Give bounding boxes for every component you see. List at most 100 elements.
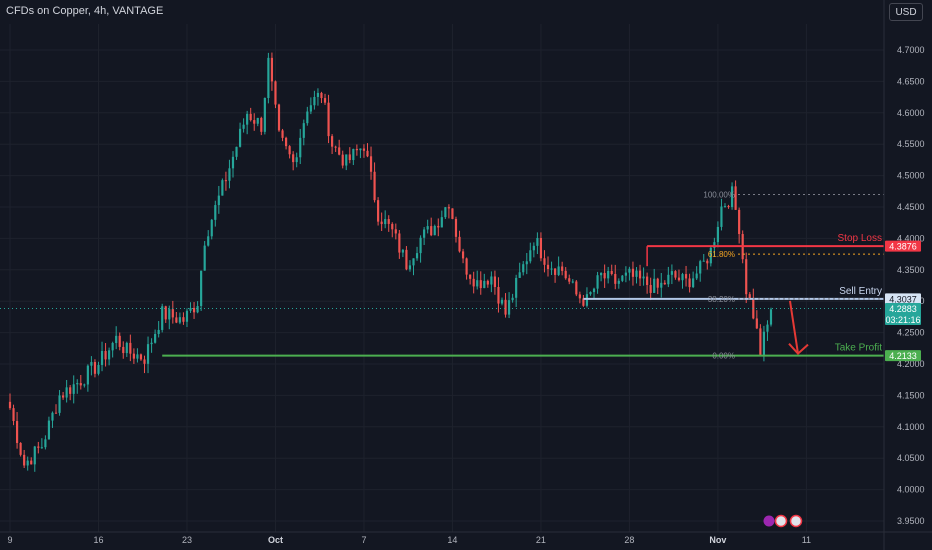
candle-body — [762, 331, 766, 355]
candle-body — [83, 384, 86, 386]
lightning-event-icon — [763, 515, 775, 527]
candle-body — [755, 318, 758, 329]
fib-label: 100.00% — [703, 190, 735, 199]
candle-body — [270, 57, 274, 82]
candle-body — [738, 209, 741, 235]
candle-body — [585, 294, 589, 306]
candle-body — [79, 383, 82, 386]
extras — [763, 300, 809, 528]
price-tick-label: 4.3500 — [897, 265, 925, 275]
candle-body — [306, 111, 309, 124]
arrow-shaft — [789, 300, 799, 354]
candle-body — [90, 362, 93, 366]
candle-body — [136, 354, 139, 359]
candle-body — [667, 274, 670, 285]
price-tick-label: 4.5000 — [897, 171, 925, 181]
candle-body — [348, 154, 351, 161]
candle-body — [398, 233, 401, 253]
candle-body — [447, 207, 450, 209]
candle-body — [391, 223, 394, 230]
candle-body — [302, 123, 305, 138]
sell-entry-price-tag-bg — [885, 293, 921, 305]
price-tick-label: 4.7000 — [897, 45, 925, 55]
candle-body — [51, 412, 54, 421]
candle-body — [23, 454, 26, 466]
candle-body — [752, 298, 755, 319]
candle-body — [292, 154, 295, 163]
time-tick-label: 16 — [93, 535, 103, 545]
candle-body — [284, 137, 288, 147]
take-profit-label: Take Profit — [835, 343, 882, 354]
candle-body — [550, 268, 553, 270]
candle-body — [631, 268, 635, 277]
candle-body — [341, 154, 344, 166]
candle-body — [493, 276, 497, 288]
currency-button[interactable]: USD — [889, 3, 923, 21]
candle-body — [231, 156, 235, 169]
candle-body — [646, 276, 649, 285]
candle-body — [224, 180, 228, 182]
candles — [8, 52, 773, 472]
candle-body — [504, 299, 507, 315]
price-tick-label: 4.1500 — [897, 390, 925, 400]
candle-body — [699, 261, 702, 274]
candle-body — [578, 294, 581, 299]
candle-body — [196, 306, 199, 313]
candle-body — [723, 206, 727, 208]
candle-body — [536, 237, 539, 246]
price-axis: 4.7000 4.6500 4.6000 4.5500 4.5000 4.4500 4.40… — [883, 0, 925, 550]
candle-body — [369, 156, 373, 172]
candle-body — [12, 408, 15, 422]
candle-body — [8, 401, 12, 409]
candle-body — [716, 226, 719, 243]
candle-body — [274, 81, 277, 105]
candle-body — [86, 365, 89, 385]
candle-body — [575, 281, 578, 295]
fib-label: 61.80% — [708, 250, 735, 259]
us-flag-event-icon — [789, 514, 803, 528]
candle-body — [69, 387, 72, 394]
fib-label: 0.00% — [712, 352, 735, 361]
candle-body — [401, 249, 404, 253]
candle-body — [37, 446, 40, 448]
candle-body — [19, 442, 22, 455]
candle-body — [454, 218, 458, 237]
candle-body — [769, 309, 773, 325]
candle-body — [497, 287, 500, 304]
candle-body — [338, 147, 341, 155]
candle-body — [161, 306, 164, 330]
candle-body — [759, 328, 762, 355]
candle-body — [93, 362, 97, 374]
candle-body — [26, 460, 29, 466]
candle-body — [111, 343, 114, 351]
candle-body — [164, 306, 167, 320]
candle-body — [529, 250, 532, 262]
candle-body — [684, 274, 688, 279]
candle-body — [603, 272, 606, 279]
time-tick-label: 21 — [536, 535, 546, 545]
candle-body — [692, 278, 695, 288]
candle-body — [564, 270, 567, 279]
candle-body — [327, 102, 330, 137]
candle-body — [377, 200, 380, 222]
candle-body — [143, 359, 146, 364]
time-tick-label: 28 — [624, 535, 634, 545]
candle-body — [320, 92, 323, 99]
candle-body — [624, 272, 627, 276]
candle-body — [695, 273, 698, 279]
candle-body — [433, 225, 436, 236]
candle-body — [129, 342, 132, 354]
time-tick-label: Nov — [709, 535, 726, 545]
candle-body — [734, 186, 737, 210]
time-tick-label: Oct — [268, 535, 283, 545]
candle-body — [189, 307, 192, 311]
candle-body — [621, 275, 624, 281]
candle-body — [175, 317, 178, 323]
candle-body — [97, 364, 100, 374]
candle-body — [323, 98, 327, 103]
candle-body — [543, 258, 546, 265]
candle-body — [688, 278, 691, 288]
chart-title: CFDs on Copper, 4h, VANTAGE — [6, 5, 164, 17]
candle-body — [394, 229, 397, 234]
